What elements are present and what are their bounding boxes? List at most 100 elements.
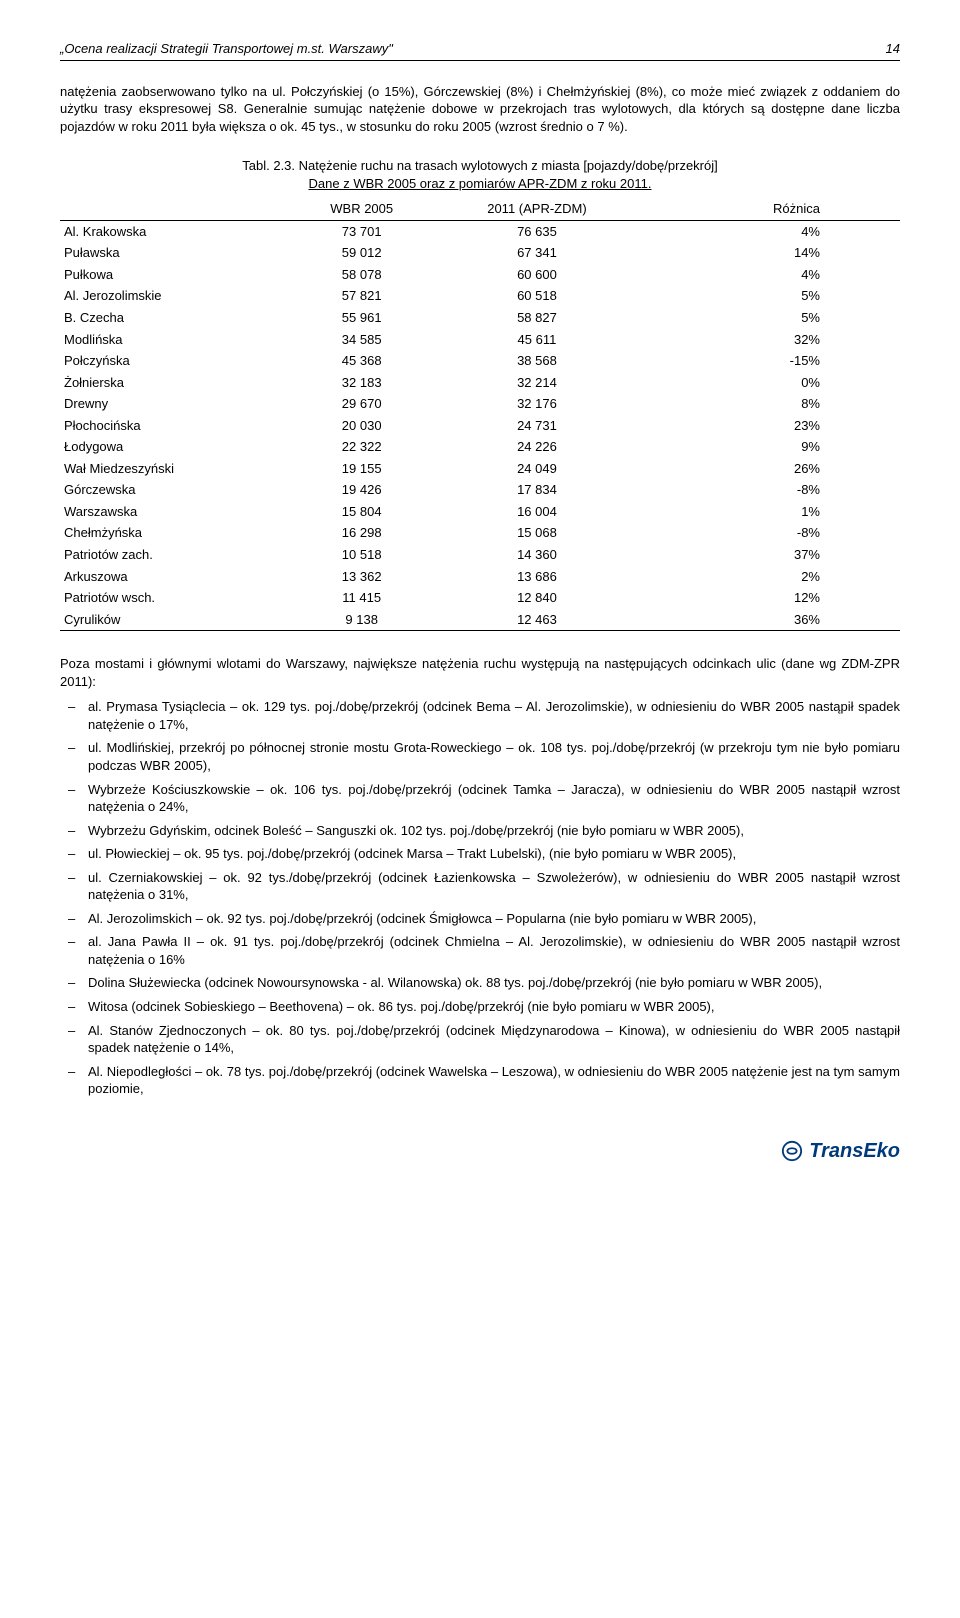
row-label: Drewny	[60, 393, 292, 415]
row-diff: 8%	[643, 393, 900, 415]
row-diff: 12%	[643, 587, 900, 609]
row-diff: -8%	[643, 522, 900, 544]
table-row: Patriotów wsch.11 41512 84012%	[60, 587, 900, 609]
table-row: Warszawska15 80416 0041%	[60, 501, 900, 523]
list-item: al. Jana Pawła II – ok. 91 tys. poj./dob…	[60, 933, 900, 968]
list-item: Al. Jerozolimskich – ok. 92 tys. poj./do…	[60, 910, 900, 928]
col-empty	[60, 198, 292, 220]
list-item: al. Prymasa Tysiąclecia – ok. 129 tys. p…	[60, 698, 900, 733]
page-header: „Ocena realizacji Strategii Transportowe…	[60, 40, 900, 61]
list-item: ul. Czerniakowskiej – ok. 92 tys./dobę/p…	[60, 869, 900, 904]
row-wbr2005: 58 078	[292, 264, 431, 286]
row-diff: 23%	[643, 415, 900, 437]
row-diff: 4%	[643, 220, 900, 242]
table-row: Arkuszowa13 36213 6862%	[60, 566, 900, 588]
list-item: Wybrzeżu Gdyńskim, odcinek Boleść – Sang…	[60, 822, 900, 840]
row-diff: 4%	[643, 264, 900, 286]
list-item: ul. Płowieckiej – ok. 95 tys. poj./dobę/…	[60, 845, 900, 863]
row-2011: 17 834	[431, 479, 642, 501]
row-2011: 16 004	[431, 501, 642, 523]
table-caption: Tabl. 2.3. Natężenie ruchu na trasach wy…	[60, 157, 900, 192]
table-row: Al. Krakowska73 70176 6354%	[60, 220, 900, 242]
row-wbr2005: 19 426	[292, 479, 431, 501]
row-diff: 26%	[643, 458, 900, 480]
list-item: Dolina Służewiecka (odcinek Nowoursynows…	[60, 974, 900, 992]
table-row: Pułkowa58 07860 6004%	[60, 264, 900, 286]
row-wbr2005: 73 701	[292, 220, 431, 242]
table-row: Połczyńska45 36838 568-15%	[60, 350, 900, 372]
row-label: Łodygowa	[60, 436, 292, 458]
table-row: Drewny29 67032 1768%	[60, 393, 900, 415]
row-label: Modlińska	[60, 329, 292, 351]
row-2011: 13 686	[431, 566, 642, 588]
logo: TransEko	[781, 1138, 900, 1165]
list-item: Al. Niepodległości – ok. 78 tys. poj./do…	[60, 1063, 900, 1098]
row-wbr2005: 10 518	[292, 544, 431, 566]
row-diff: 2%	[643, 566, 900, 588]
row-label: Połczyńska	[60, 350, 292, 372]
row-label: Cyrulików	[60, 609, 292, 631]
row-wbr2005: 45 368	[292, 350, 431, 372]
row-wbr2005: 19 155	[292, 458, 431, 480]
row-wbr2005: 9 138	[292, 609, 431, 631]
row-2011: 12 463	[431, 609, 642, 631]
row-diff: 32%	[643, 329, 900, 351]
row-wbr2005: 55 961	[292, 307, 431, 329]
table-row: Cyrulików9 13812 46336%	[60, 609, 900, 631]
row-2011: 38 568	[431, 350, 642, 372]
bullet-list: al. Prymasa Tysiąclecia – ok. 129 tys. p…	[60, 698, 900, 1097]
row-label: Warszawska	[60, 501, 292, 523]
row-wbr2005: 22 322	[292, 436, 431, 458]
row-2011: 32 176	[431, 393, 642, 415]
row-2011: 12 840	[431, 587, 642, 609]
list-item: ul. Modlińskiej, przekrój po północnej s…	[60, 739, 900, 774]
row-diff: 5%	[643, 285, 900, 307]
row-diff: -15%	[643, 350, 900, 372]
table-row: Górczewska19 42617 834-8%	[60, 479, 900, 501]
row-2011: 24 049	[431, 458, 642, 480]
row-wbr2005: 34 585	[292, 329, 431, 351]
row-wbr2005: 11 415	[292, 587, 431, 609]
caption-line-1: Tabl. 2.3. Natężenie ruchu na trasach wy…	[60, 157, 900, 175]
row-wbr2005: 15 804	[292, 501, 431, 523]
row-label: Patriotów wsch.	[60, 587, 292, 609]
row-2011: 67 341	[431, 242, 642, 264]
table-row: B. Czecha55 96158 8275%	[60, 307, 900, 329]
table-row: Chełmżyńska16 29815 068-8%	[60, 522, 900, 544]
list-item: Wybrzeże Kościuszkowskie – ok. 106 tys. …	[60, 781, 900, 816]
row-label: Pułkowa	[60, 264, 292, 286]
row-wbr2005: 16 298	[292, 522, 431, 544]
list-item: Al. Stanów Zjednoczonych – ok. 80 tys. p…	[60, 1022, 900, 1057]
row-2011: 60 518	[431, 285, 642, 307]
table-header-row: WBR 2005 2011 (APR-ZDM) Różnica	[60, 198, 900, 220]
row-diff: 1%	[643, 501, 900, 523]
row-2011: 45 611	[431, 329, 642, 351]
table-row: Żołnierska32 18332 2140%	[60, 372, 900, 394]
row-label: Patriotów zach.	[60, 544, 292, 566]
footer: TransEko	[60, 1138, 900, 1167]
col-2011: 2011 (APR-ZDM)	[431, 198, 642, 220]
table-row: Łodygowa22 32224 2269%	[60, 436, 900, 458]
table-row: Płochocińska20 03024 73123%	[60, 415, 900, 437]
list-item: Witosa (odcinek Sobieskiego – Beethovena…	[60, 998, 900, 1016]
row-2011: 76 635	[431, 220, 642, 242]
row-wbr2005: 59 012	[292, 242, 431, 264]
row-wbr2005: 32 183	[292, 372, 431, 394]
row-2011: 24 731	[431, 415, 642, 437]
row-wbr2005: 20 030	[292, 415, 431, 437]
table-row: Puławska59 01267 34114%	[60, 242, 900, 264]
row-diff: -8%	[643, 479, 900, 501]
row-diff: 9%	[643, 436, 900, 458]
row-label: Górczewska	[60, 479, 292, 501]
row-diff: 36%	[643, 609, 900, 631]
row-wbr2005: 29 670	[292, 393, 431, 415]
row-wbr2005: 57 821	[292, 285, 431, 307]
logo-icon	[781, 1140, 803, 1162]
traffic-table: WBR 2005 2011 (APR-ZDM) Różnica Al. Krak…	[60, 198, 900, 631]
row-diff: 14%	[643, 242, 900, 264]
header-page-number: 14	[886, 40, 900, 58]
row-diff: 0%	[643, 372, 900, 394]
row-2011: 24 226	[431, 436, 642, 458]
mid-paragraph: Poza mostami i głównymi wlotami do Warsz…	[60, 655, 900, 690]
row-label: Wał Miedzeszyński	[60, 458, 292, 480]
